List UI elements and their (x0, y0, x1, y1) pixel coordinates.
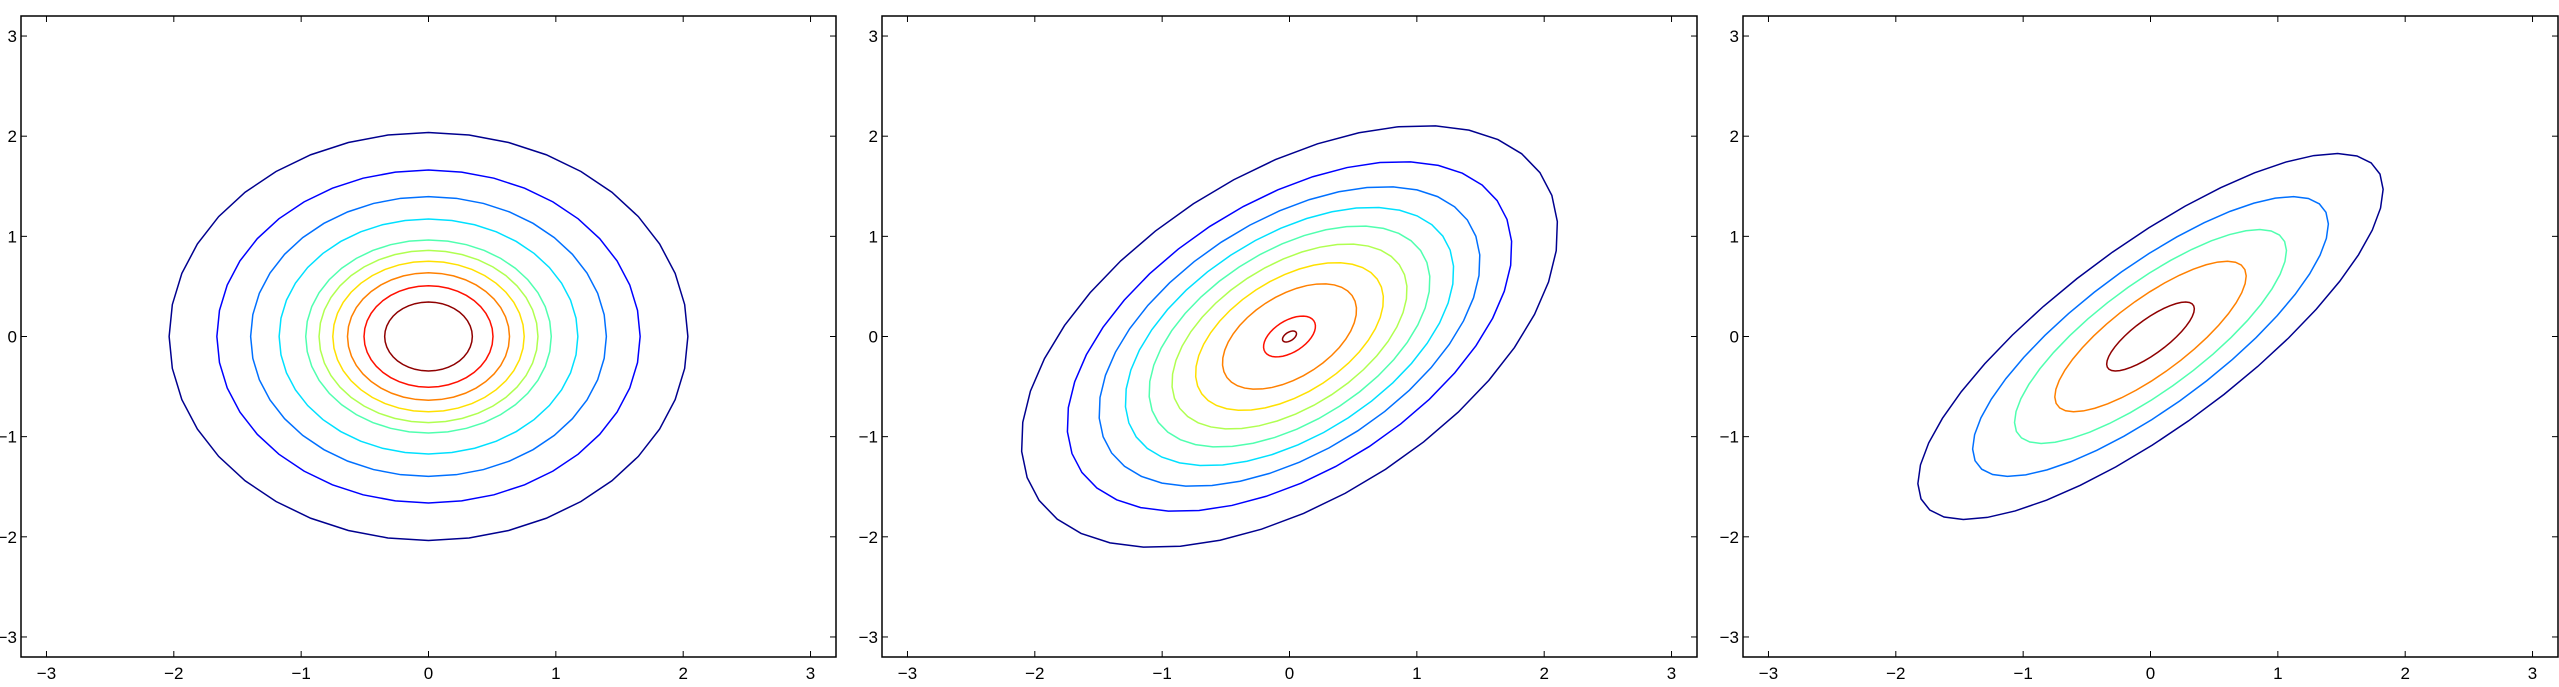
contour-line (1281, 330, 1298, 343)
contour-line (318, 249, 539, 424)
contour-line (1221, 283, 1358, 390)
y-tick-label: −3 (859, 628, 878, 647)
contour-line (1971, 195, 2330, 478)
x-tick-label: 1 (551, 664, 560, 683)
x-tick-label: 1 (2273, 664, 2282, 683)
contour-lines (1020, 125, 1559, 548)
contour-plot-2: −3 −2 −1 0 1 2 3 −3 −2 −1 0 1 2 3 (859, 15, 1698, 683)
y-tick-label: 3 (869, 27, 878, 46)
x-tick-label: 0 (2146, 664, 2155, 683)
x-tick-label: 1 (1412, 664, 1421, 683)
x-tick-label: −3 (37, 664, 56, 683)
contour-line (1148, 225, 1431, 448)
axes-box (881, 15, 1698, 658)
contour-line (216, 169, 641, 504)
contour-line (332, 260, 525, 413)
y-tick-label: −2 (1720, 528, 1739, 547)
contour-line (363, 285, 494, 388)
contour-line (1917, 152, 2384, 521)
x-tick-label: −2 (1025, 664, 1044, 683)
x-tick-label: 2 (1539, 664, 1548, 683)
x-tick-label: 3 (1667, 664, 1676, 683)
contour-line (1171, 243, 1408, 430)
contour-line (168, 131, 689, 542)
contour-line (1194, 261, 1385, 412)
x-tick-label: 2 (678, 664, 687, 683)
x-tick-label: 3 (806, 664, 815, 683)
axes-box (1742, 15, 2559, 658)
y-tick-label: −3 (1720, 628, 1739, 647)
y-tick-label: 2 (8, 127, 17, 146)
contour-line (383, 301, 474, 372)
y-tick-label: 0 (869, 328, 878, 347)
contour-line (2105, 301, 2196, 372)
contour-lines (1917, 152, 2384, 521)
y-tick-label: 0 (1730, 328, 1739, 347)
x-tick-label: 3 (2528, 664, 2537, 683)
x-tick-label: −1 (291, 664, 310, 683)
contour-plot-1: −3 −2 −1 0 1 2 3 −3 −2 −1 0 1 2 3 (0, 15, 837, 683)
contour-line (278, 218, 579, 455)
y-tick-label: 1 (8, 227, 17, 246)
contour-plot-3: −3 −2 −1 0 1 2 3 −3 −2 −1 0 1 2 3 (1720, 15, 2559, 683)
contour-line (346, 272, 511, 401)
contour-line (1124, 206, 1455, 467)
y-tick-label: 2 (869, 127, 878, 146)
x-tick-label: −2 (164, 664, 183, 683)
x-tick-label: −1 (1152, 664, 1171, 683)
contour-line (304, 239, 553, 434)
axes-box (20, 15, 837, 658)
contour-lines (168, 131, 689, 542)
y-tick-label: −1 (1720, 428, 1739, 447)
x-tick-label: −3 (898, 664, 917, 683)
x-tick-label: −3 (1759, 664, 1778, 683)
y-tick-label: −1 (0, 428, 17, 447)
y-tick-label: −2 (0, 528, 17, 547)
contour-line (1020, 125, 1559, 548)
contour-line (1262, 315, 1317, 358)
y-tick-label: 1 (1730, 227, 1739, 246)
contour-line (1066, 161, 1513, 512)
x-tick-label: −1 (2013, 664, 2032, 683)
y-tick-label: 2 (1730, 127, 1739, 146)
y-tick-label: −1 (859, 428, 878, 447)
contour-line (249, 195, 608, 478)
x-tick-label: 2 (2400, 664, 2409, 683)
y-tick-label: −3 (0, 628, 17, 647)
y-tick-label: 0 (8, 328, 17, 347)
y-tick-label: 3 (1730, 27, 1739, 46)
y-tick-label: 3 (8, 27, 17, 46)
y-tick-label: 1 (869, 227, 878, 246)
x-tick-label: 0 (1285, 664, 1294, 683)
y-tick-label: −2 (859, 528, 878, 547)
contour-line (1098, 186, 1481, 487)
x-tick-label: 0 (424, 664, 433, 683)
contour-line (2054, 260, 2247, 413)
contour-line (2013, 228, 2288, 445)
x-tick-label: −2 (1886, 664, 1905, 683)
